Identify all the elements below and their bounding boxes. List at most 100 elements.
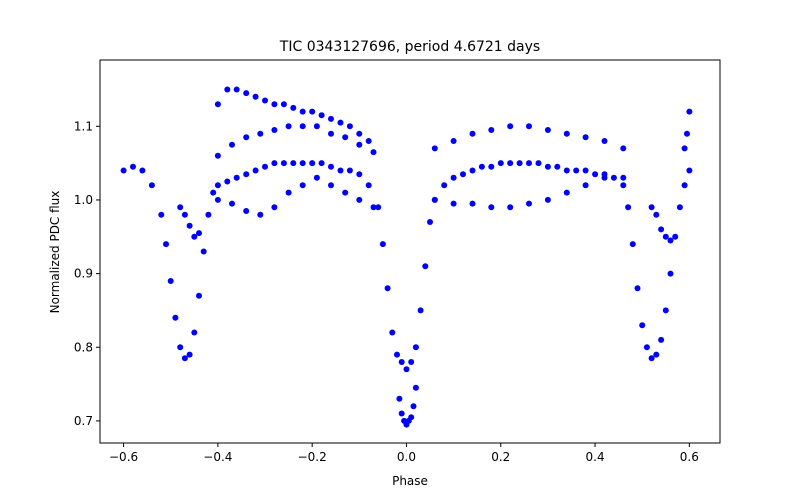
data-point [356,141,363,148]
data-point [299,160,306,167]
data-point [262,163,268,170]
data-point [662,307,669,314]
data-point [328,163,334,170]
x-tick-label: −0.4 [203,450,232,464]
data-point [488,204,495,211]
data-point [686,108,693,115]
data-point [686,167,693,174]
data-point [214,101,221,108]
data-point [526,200,532,207]
data-point [507,123,514,130]
data-point [356,130,363,137]
data-point [460,171,466,178]
data-point [356,171,363,178]
data-point [643,344,650,351]
data-point [191,329,198,336]
data-point [488,127,495,133]
data-point [681,182,688,189]
data-point [620,182,627,189]
data-point [200,248,207,255]
data-point [224,86,231,93]
data-point [290,160,297,167]
data-point [243,208,250,214]
chart-title: TIC 0343127696, period 4.6721 days [279,39,540,55]
y-tick-label: 1.0 [74,193,93,207]
data-point [398,410,405,417]
data-point [177,204,184,211]
data-point [243,171,250,178]
x-tick-label: 0.2 [491,450,510,464]
data-point [379,241,386,248]
data-point [384,285,391,292]
data-point [196,230,202,237]
y-tick-label: 1.1 [74,119,93,133]
data-point [554,163,561,170]
data-point [252,167,259,174]
data-point [441,182,448,189]
data-point [271,160,278,167]
data-point [667,270,674,277]
data-point [233,86,240,93]
x-axis: −0.6 −0.4 −0.2 0.0 0.2 0.4 0.6 [109,443,699,464]
data-point [469,130,476,137]
data-point [563,189,570,196]
data-point [684,130,690,137]
data-point [309,160,316,167]
data-point [252,93,259,100]
data-point [396,395,403,402]
x-tick-label: 0.6 [680,450,699,464]
data-point [582,134,589,141]
data-point [186,351,193,358]
data-point [667,237,674,244]
data-point [365,182,372,189]
data-point [431,196,438,203]
data-point [313,174,320,181]
data-point [681,145,688,152]
data-point [676,204,683,211]
data-point [658,336,665,343]
data-point [299,108,306,115]
data-point [313,123,320,130]
data-point [365,138,372,144]
data-point [271,204,278,211]
data-point [280,160,287,167]
data-point [450,174,457,181]
data-point [214,152,221,159]
data-point [158,211,165,218]
data-point [410,403,417,410]
data-point [318,160,325,167]
data-point [662,233,669,240]
y-axis-label: Normalized PDC flux [48,191,62,314]
data-point [488,163,495,170]
data-point [573,167,580,174]
data-point [526,160,532,167]
data-point [412,384,419,391]
data-point [629,241,636,248]
data-point [535,160,542,167]
data-point [181,211,188,218]
data-point [544,163,551,170]
scatter-points [120,86,693,428]
data-point [337,167,344,174]
x-tick-label: 0.0 [397,450,416,464]
data-point [167,278,174,284]
data-point [398,359,405,365]
data-point [544,127,551,133]
x-axis-label: Phase [392,474,428,488]
x-tick-label: −0.2 [298,450,327,464]
data-point [394,351,400,358]
data-point [431,145,438,152]
data-point [318,112,325,119]
data-point [648,204,655,211]
data-point [196,292,202,299]
y-tick-label: 0.8 [74,340,93,354]
data-point [450,138,457,144]
data-point [243,90,250,97]
data-point [271,101,278,108]
data-point [328,182,334,189]
data-point [469,200,476,207]
data-point [346,167,353,174]
data-point [469,167,476,174]
